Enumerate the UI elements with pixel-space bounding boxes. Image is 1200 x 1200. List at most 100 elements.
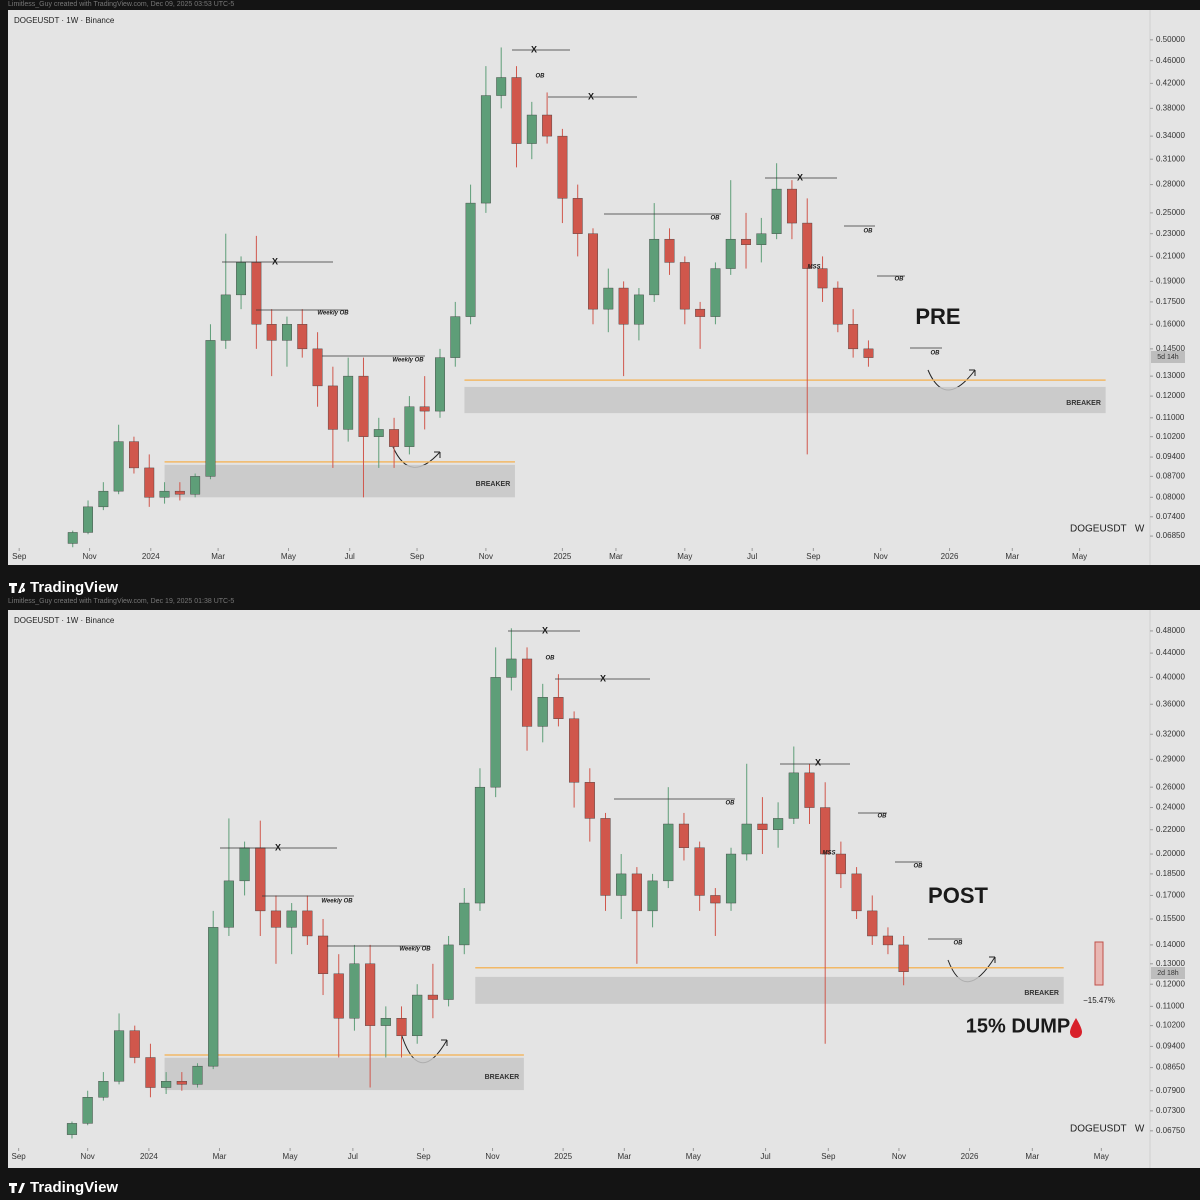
chart: 0.50000 0.46000 0.42000 0.38000 0.34000 0.310… [12, 16, 1185, 561]
candle-body [537, 697, 548, 727]
candle-body [98, 1081, 109, 1098]
candle-body [553, 697, 564, 720]
candle-body [358, 375, 369, 437]
arrow-head [441, 1039, 448, 1046]
zone-label: BREAKER [1024, 990, 1059, 997]
symbol-label: DOGEUSDT · 1W · Binance [14, 16, 115, 25]
annotation: X [797, 172, 803, 182]
candle-body [236, 262, 247, 296]
y-tick-label: 0.13000 [1156, 959, 1185, 968]
candle-body [898, 944, 909, 972]
y-tick-label: 0.26000 [1156, 782, 1185, 791]
candle-body [631, 873, 642, 912]
candle-body [297, 324, 308, 350]
annotation: Weekly OB [392, 358, 424, 364]
candle-body [804, 772, 815, 808]
candle-body [584, 782, 595, 819]
candle-body [542, 114, 553, 137]
candle-body [223, 880, 234, 928]
annotation: MSS [822, 851, 835, 857]
annotation: 15% DUMP [966, 1015, 1070, 1037]
x-tick-label: Jul [348, 1152, 358, 1161]
annotation: X [588, 91, 594, 101]
y-tick-label: 0.14500 [1156, 344, 1185, 353]
annotation: PRE [915, 304, 960, 329]
candle-body [786, 188, 797, 224]
candle-body [205, 340, 216, 477]
candle-body [820, 807, 831, 855]
y-tick-label: 0.08700 [1156, 471, 1185, 480]
candle-body [404, 406, 415, 447]
candle-body [741, 823, 752, 855]
corner-label: DOGEUSDT W [1070, 1124, 1145, 1135]
x-tick-label: Nov [81, 1152, 95, 1161]
y-tick-label: 0.12000 [1156, 391, 1185, 400]
y-tick-label: 0.28000 [1156, 180, 1185, 189]
candle-body [678, 823, 690, 848]
annotation: OB [895, 277, 905, 283]
corner-label: DOGEUSDT W [1070, 524, 1145, 535]
candle-body [557, 135, 568, 199]
candle-body [848, 324, 859, 350]
brand-name: TradingView [30, 579, 118, 596]
breaker-zone [475, 976, 1064, 1004]
annotation: OB [711, 216, 721, 222]
annotation: OB [726, 801, 736, 807]
candle-body [144, 467, 155, 498]
candle-body [282, 324, 292, 341]
y-tick-label: 0.11000 [1156, 1001, 1185, 1010]
candle-body [333, 973, 344, 1019]
annotation: Weekly OB [399, 947, 431, 953]
y-tick-label: 0.46000 [1156, 56, 1185, 65]
x-tick-label: Mar [1025, 1152, 1039, 1161]
candle-body [129, 441, 139, 469]
candle-body [270, 910, 282, 928]
x-tick-label: Sep [12, 1152, 27, 1161]
plot-area: BREAKER BREAKER [67, 47, 1106, 548]
y-tick-label: 0.09400 [1156, 1042, 1185, 1051]
annotation: OB [536, 74, 546, 80]
zone-label: BREAKER [485, 1074, 520, 1081]
candle-body [511, 77, 522, 144]
y-tick-label: 0.34000 [1156, 131, 1185, 140]
annotation: OB [864, 229, 874, 235]
y-tick-label: 0.24000 [1156, 803, 1185, 812]
candle-body [616, 873, 627, 896]
candle-body [773, 818, 784, 830]
arrow-head [434, 451, 441, 458]
x-tick-label: Sep [416, 1152, 431, 1161]
x-tick-label: 2026 [941, 552, 959, 561]
candle-body [450, 316, 461, 358]
x-tick-label: May [281, 552, 296, 561]
candle-body [251, 262, 262, 325]
x-tick-label: 2026 [961, 1152, 979, 1161]
candle-body [649, 238, 660, 296]
y-tick-label: 0.08650 [1156, 1063, 1185, 1072]
x-tick-label: Mar [1005, 552, 1019, 561]
y-tick-label: 0.11000 [1156, 413, 1185, 422]
candle-body [82, 1097, 93, 1124]
candle-body [327, 385, 338, 430]
countdown: 5d 14h [1157, 354, 1179, 361]
candle-body [618, 287, 629, 325]
candle-body [412, 994, 423, 1037]
blood-drop [1070, 1018, 1082, 1038]
candle-body [317, 935, 329, 974]
y-tick-label: 0.14000 [1156, 940, 1185, 949]
candle-body [851, 873, 862, 912]
x-tick-label: Nov [479, 552, 493, 561]
candle-body [349, 963, 360, 1019]
candle-body [343, 375, 354, 430]
chart: 0.48000 0.44000 0.40000 0.36000 0.32000 0.290… [12, 616, 1186, 1161]
y-tick-label: 0.31000 [1156, 154, 1185, 163]
candle-body [725, 853, 737, 904]
candle-body [389, 429, 400, 447]
annotation: −15.47% [1083, 996, 1115, 1005]
candle-body [161, 1081, 172, 1088]
y-tick-label: 0.20000 [1156, 849, 1185, 858]
y-tick-label: 0.42000 [1156, 78, 1185, 87]
annotation: MSS [807, 265, 820, 271]
annotation: Weekly OB [317, 311, 349, 317]
annotation: OB [931, 351, 941, 357]
